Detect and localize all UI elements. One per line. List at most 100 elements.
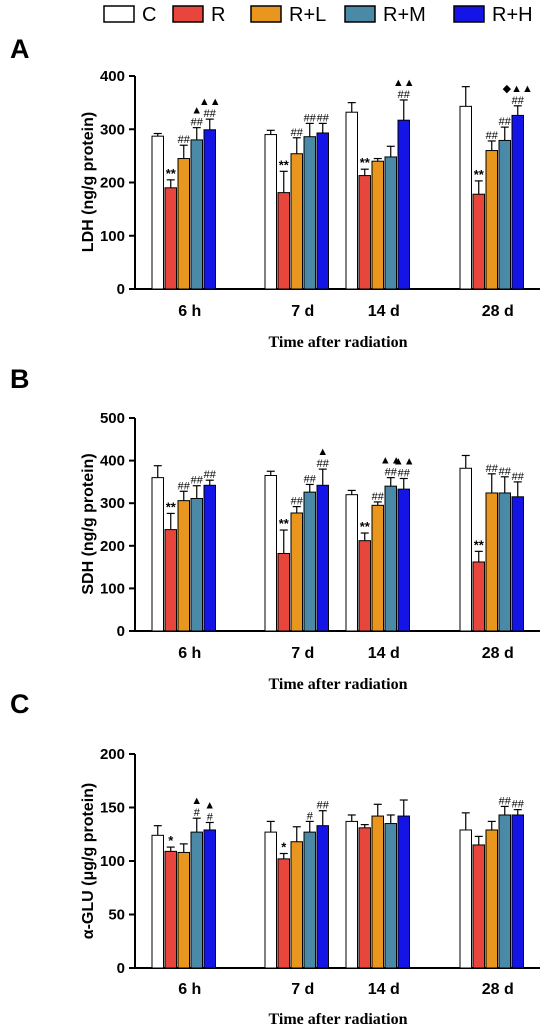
x-tick-label: 7 d <box>291 981 314 998</box>
x-tick-label: 6 h <box>178 303 201 320</box>
significance-label: ## <box>486 463 499 475</box>
bar-r-m <box>384 156 397 290</box>
x-axis-title: Time after radiation <box>269 334 408 351</box>
bar-group: *#▲#▲ <box>151 795 216 969</box>
panel-letter: C <box>10 689 30 719</box>
bar-r-l <box>485 492 498 632</box>
significance-label: ## <box>204 108 217 120</box>
significance-label: ** <box>279 516 290 531</box>
legend: C R R+L R+M R+H <box>103 4 533 26</box>
x-axis-title: Time after radiation <box>269 1011 408 1028</box>
bar-c <box>151 477 164 632</box>
bar-c <box>345 111 358 290</box>
bar-r-h <box>397 815 410 969</box>
marker-label: ▲▲ <box>380 455 402 467</box>
significance-label: ## <box>317 112 330 124</box>
marker-label: ▲▲ <box>199 96 221 108</box>
y-tick-label: 150 <box>100 800 125 817</box>
bar-group: **####▲ ##▲▲ <box>151 96 221 290</box>
bar-group: **######▲ <box>264 446 330 632</box>
y-tick-label: 200 <box>100 746 125 763</box>
bar-c <box>345 494 358 632</box>
significance-label: ## <box>191 117 204 129</box>
bar-c <box>151 834 164 969</box>
y-tick-label: 500 <box>100 410 125 427</box>
bar-r-l <box>290 153 303 290</box>
x-tick-label: 28 d <box>482 645 514 662</box>
legend-swatch-c <box>103 5 135 23</box>
significance-label: ## <box>317 800 330 812</box>
bar-c <box>151 135 164 290</box>
bar-r-l <box>177 500 190 632</box>
bar-c <box>264 475 277 632</box>
x-tick-label: 14 d <box>368 981 400 998</box>
significance-label: * <box>168 833 174 848</box>
bar-r-l <box>177 851 190 969</box>
significance-label: ** <box>166 166 177 181</box>
bar-r-m <box>498 139 511 290</box>
bar-r-m <box>303 831 316 969</box>
significance-label: ## <box>304 473 317 485</box>
significance-label: ## <box>398 89 411 101</box>
bar-r-l <box>371 160 384 290</box>
significance-label: ## <box>291 127 304 139</box>
bar-group: ** ##▲▲ <box>345 77 415 290</box>
bar-group: * ### <box>264 800 330 969</box>
x-tick-label: 28 d <box>482 981 514 998</box>
bar-r-h <box>203 484 216 632</box>
bar-r-h <box>203 129 216 290</box>
x-tick-label: 14 d <box>368 303 400 320</box>
bar-r <box>472 844 485 969</box>
significance-label: ## <box>499 466 512 478</box>
legend-label-r-h: R+H <box>492 4 533 26</box>
marker-label: ▲▲ <box>393 77 415 89</box>
significance-label: ## <box>385 467 398 479</box>
legend-swatch-r <box>172 5 204 23</box>
x-tick-label: 7 d <box>291 645 314 662</box>
bar-r-h <box>397 488 410 632</box>
y-tick-label: 300 <box>100 121 125 138</box>
significance-label: ** <box>166 499 177 514</box>
significance-label: ** <box>360 155 371 170</box>
bar-r-h <box>203 829 216 969</box>
bar-r-h <box>397 119 410 290</box>
bar-r-m <box>384 485 397 632</box>
bar-r <box>358 827 371 969</box>
y-tick-label: 50 <box>108 907 125 924</box>
significance-label: ## <box>291 496 304 508</box>
significance-label: ## <box>191 475 204 487</box>
legend-label-c: C <box>142 4 156 26</box>
marker-label: ◆▲▲ <box>503 83 533 95</box>
x-tick-label: 7 d <box>291 303 314 320</box>
bar-r-h <box>316 484 329 632</box>
significance-label: ## <box>499 116 512 128</box>
significance-label: ## <box>499 795 512 807</box>
bar-c <box>459 829 472 969</box>
bar-c <box>459 105 472 290</box>
panel-letter: B <box>10 364 30 394</box>
significance-label: ## <box>372 491 385 503</box>
significance-label: # <box>207 811 214 823</box>
x-tick-label: 28 d <box>482 303 514 320</box>
bar-r-m <box>498 814 511 969</box>
y-tick-label: 100 <box>100 228 125 245</box>
legend-label-r-m: R+M <box>383 4 426 26</box>
significance-label: ## <box>512 95 525 107</box>
y-axis-title: α-GLU (μg/g protein) <box>80 783 97 939</box>
significance-label: ** <box>474 167 485 182</box>
y-axis-title: SDH (ng/g protein) <box>80 453 97 594</box>
bar-r <box>164 187 177 290</box>
marker-label: ▲ <box>317 446 328 458</box>
bar-group: **###### <box>151 465 217 632</box>
significance-label: ## <box>486 130 499 142</box>
x-tick-label: 6 h <box>178 645 201 662</box>
significance-label: ## <box>178 134 191 146</box>
significance-label: ## <box>317 458 330 470</box>
bar-r <box>164 529 177 632</box>
bar-c <box>459 467 472 632</box>
bar-r-l <box>371 815 384 969</box>
significance-label: ## <box>512 799 525 811</box>
bar-group <box>345 799 410 969</box>
